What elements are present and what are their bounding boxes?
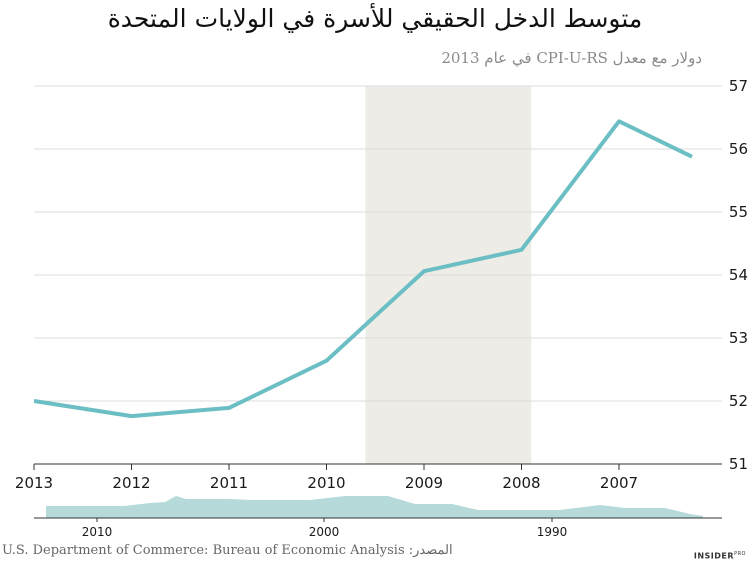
chart-subtitle: دولار مع معدل CPI-U-RS في عام 2013 xyxy=(441,49,702,67)
x-tick-label-2011: 2011 xyxy=(210,474,248,492)
navigator-tick-label-2000: 2000 xyxy=(309,525,340,539)
navigator-area xyxy=(46,496,703,518)
y-tick-label-55: 55 xyxy=(729,203,748,221)
brand-logo: INSIDERPRO xyxy=(694,551,746,561)
x-tick-label-2010: 2010 xyxy=(307,474,345,492)
y-tick-label-54: 54 xyxy=(729,266,748,284)
y-tick-label-53: 53 xyxy=(729,329,748,347)
y-tick-label-57: 57 xyxy=(729,77,748,95)
series-line xyxy=(33,119,693,419)
x-tick-label-2007: 2007 xyxy=(600,474,638,492)
x-tick-label-2008: 2008 xyxy=(502,474,540,492)
brand-name: INSIDER xyxy=(693,551,735,561)
brand-sup: PRO xyxy=(734,551,746,557)
x-tick-label-2013: 2013 xyxy=(15,474,53,492)
navigator-tick-label-1990: 1990 xyxy=(537,525,568,539)
navigator-tick-label-2010: 2010 xyxy=(82,525,113,539)
y-tick-label-56: 56 xyxy=(729,140,748,158)
source-note: U.S. Department of Commerce: Bureau of E… xyxy=(2,543,453,558)
y-tick-label-51: 51 xyxy=(729,455,748,473)
chart-title: متوسط الدخل الحقيقي للأسرة في الولايات ا… xyxy=(107,4,643,33)
y-tick-label-52: 52 xyxy=(729,392,748,410)
x-tick-label-2012: 2012 xyxy=(112,474,150,492)
x-tick-label-2009: 2009 xyxy=(405,474,443,492)
